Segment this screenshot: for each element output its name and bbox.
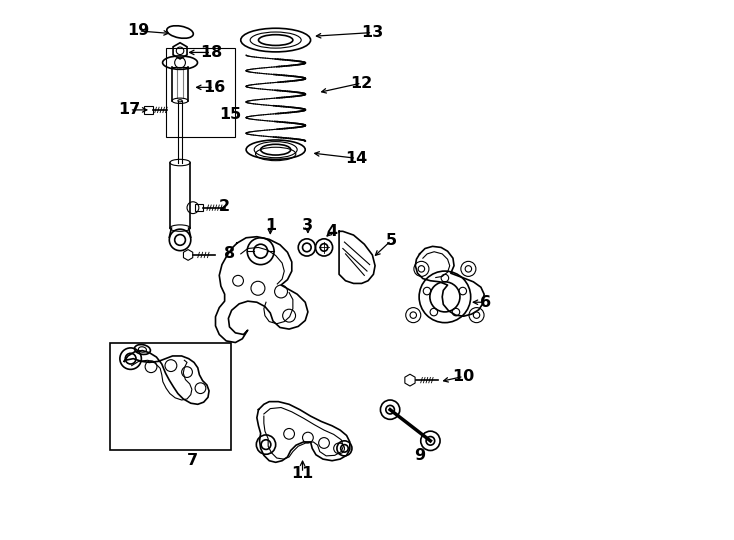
- Text: 5: 5: [385, 233, 397, 248]
- Text: 18: 18: [200, 45, 222, 60]
- Text: 16: 16: [203, 80, 225, 95]
- Text: 10: 10: [453, 369, 475, 384]
- Bar: [195, 204, 203, 212]
- Text: 13: 13: [361, 25, 383, 40]
- Text: 7: 7: [187, 453, 198, 468]
- Text: 2: 2: [219, 199, 230, 214]
- Bar: [166, 48, 236, 137]
- Text: 9: 9: [414, 448, 425, 463]
- Text: 19: 19: [128, 23, 150, 38]
- Text: 14: 14: [345, 151, 368, 166]
- Text: 15: 15: [219, 107, 241, 122]
- Text: 3: 3: [302, 219, 313, 233]
- Bar: [144, 106, 153, 114]
- Text: 12: 12: [351, 76, 373, 91]
- Text: 8: 8: [225, 246, 236, 261]
- Text: 4: 4: [327, 224, 338, 239]
- Text: 11: 11: [291, 465, 313, 481]
- Bar: [110, 342, 231, 450]
- Text: 6: 6: [479, 295, 491, 310]
- Text: 1: 1: [265, 219, 276, 233]
- Text: 17: 17: [118, 103, 141, 117]
